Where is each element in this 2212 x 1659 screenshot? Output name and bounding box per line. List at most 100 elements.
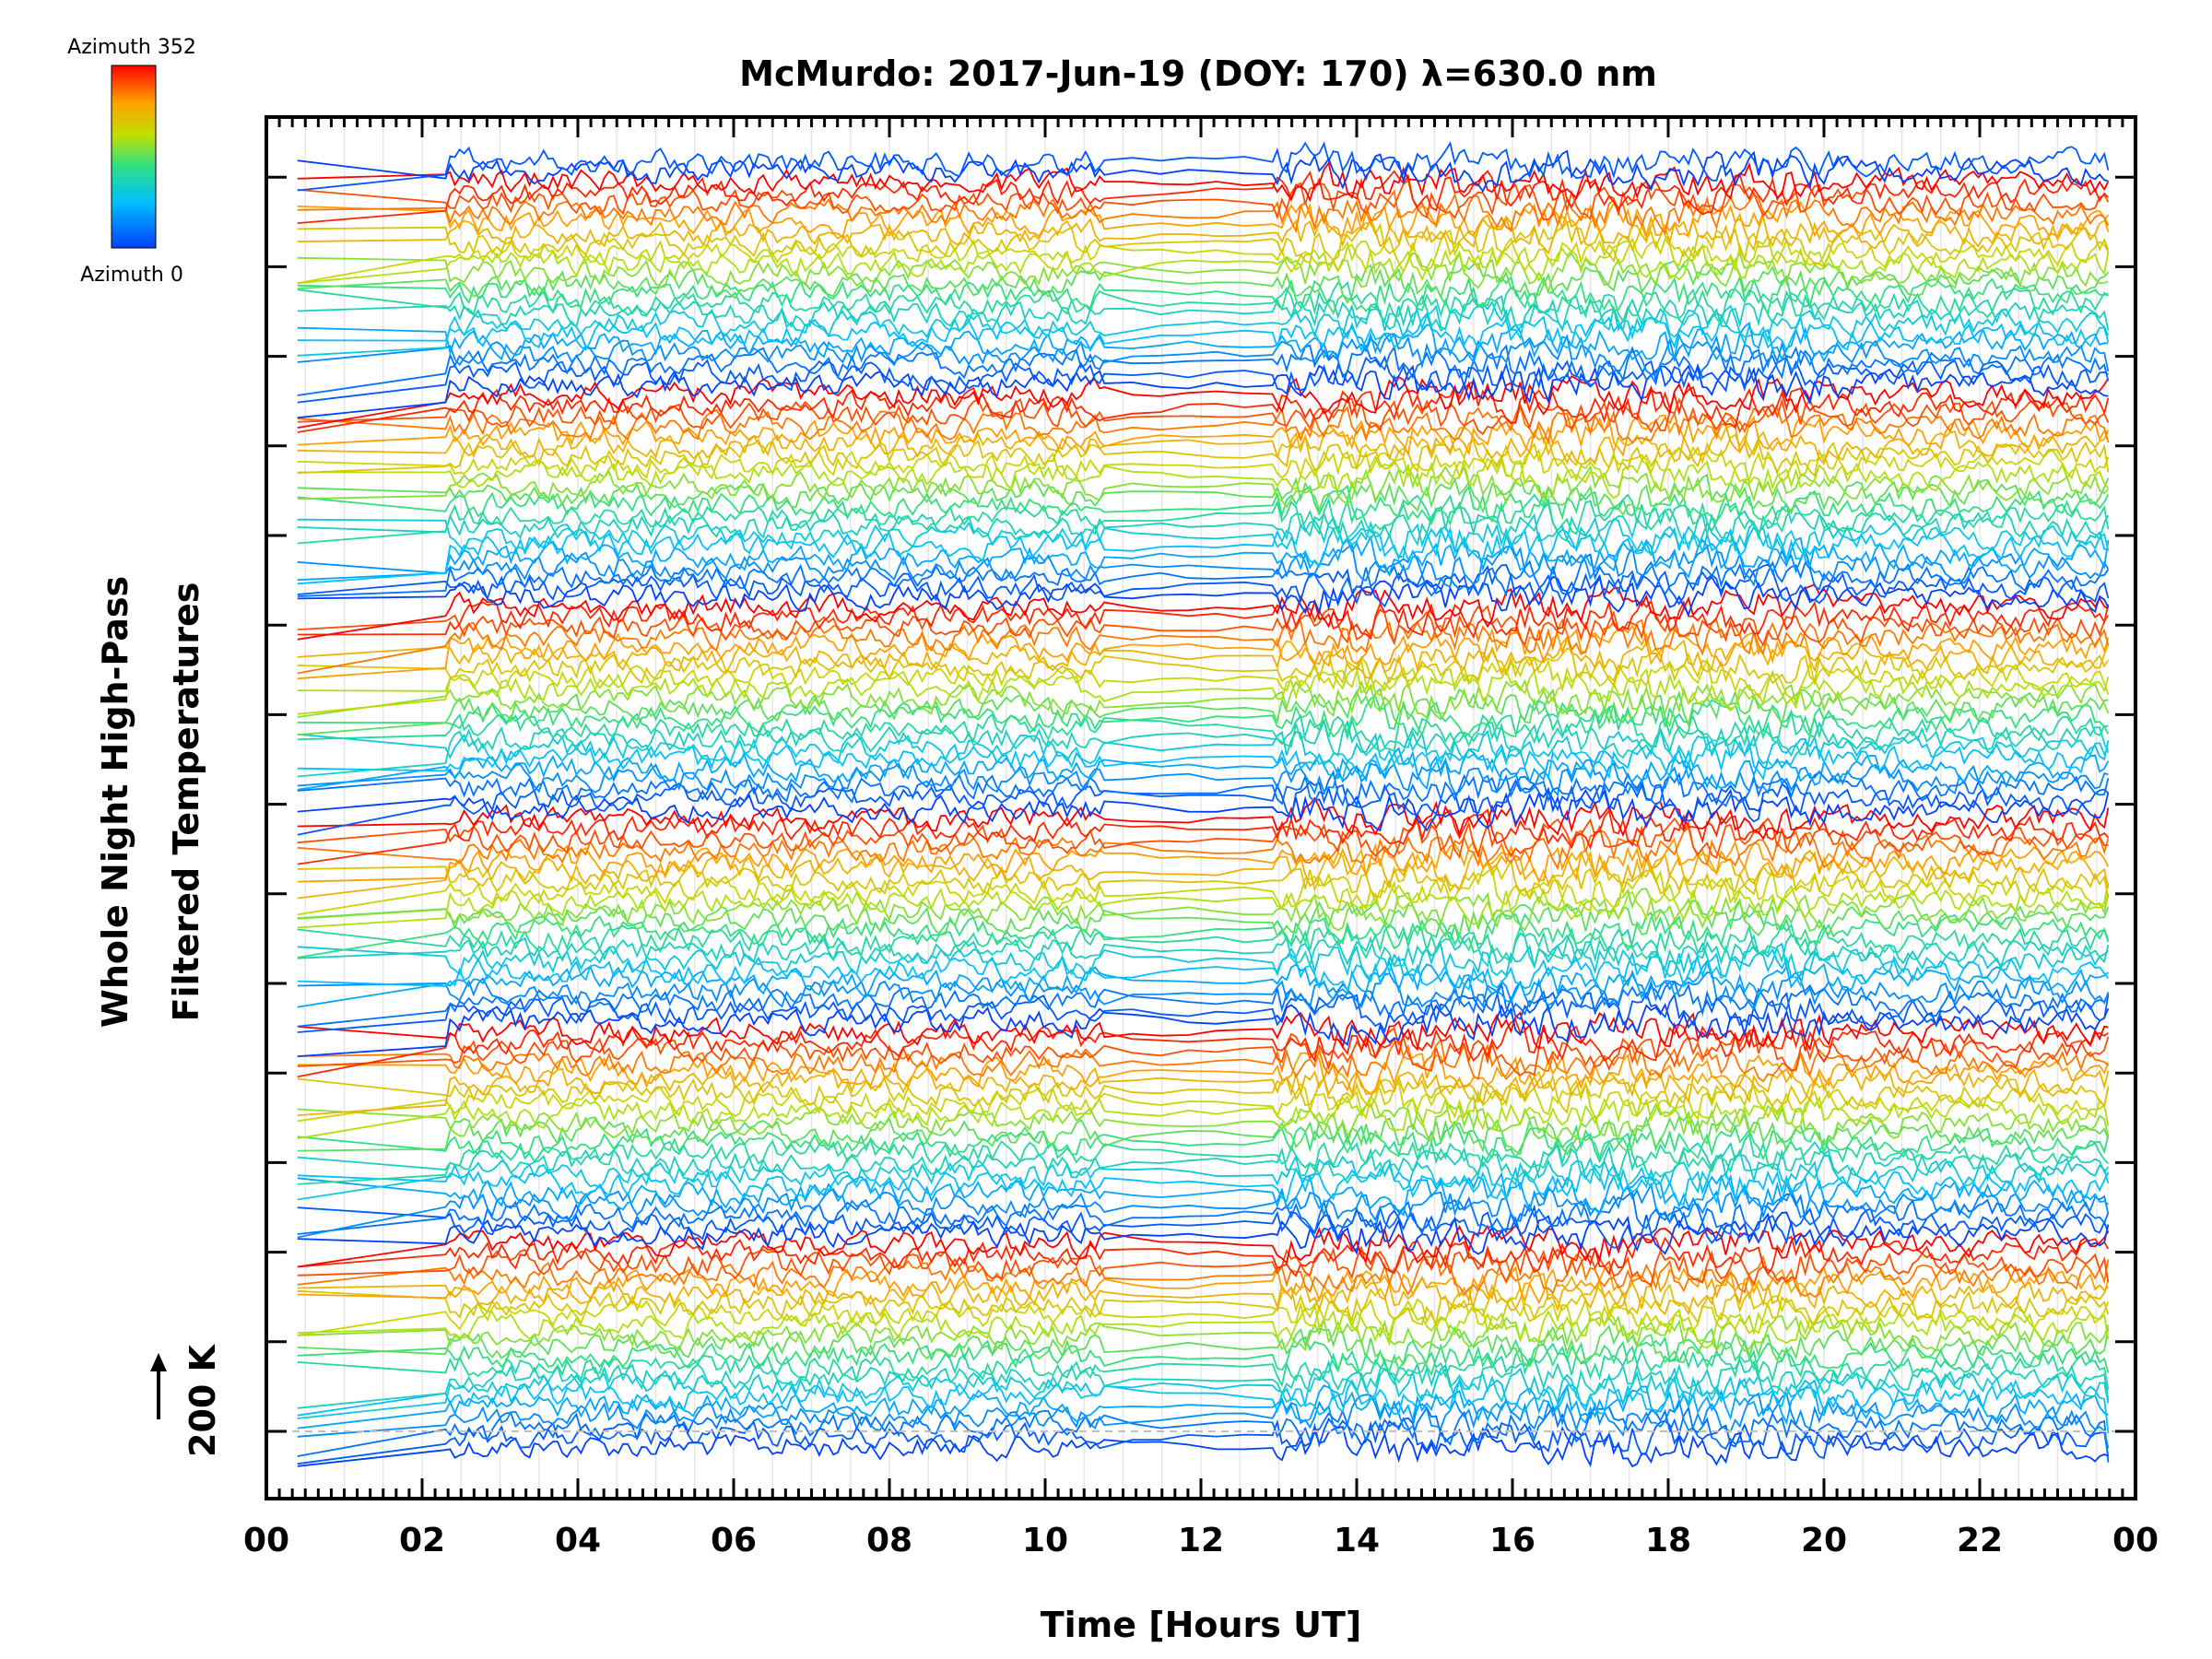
temperature-trace: [297, 1132, 2110, 1185]
temperature-trace: [297, 240, 2110, 285]
scale-bar: 200 K: [150, 1343, 223, 1457]
temperature-trace: [297, 866, 2110, 916]
temperature-trace: [297, 817, 2109, 860]
temperature-trace: [297, 877, 2110, 929]
x-tick-label: 14: [1334, 1522, 1380, 1559]
temperature-trace: [297, 947, 2110, 993]
temperature-trace: [297, 1211, 2110, 1255]
temperature-trace: [297, 786, 2110, 832]
temperature-trace: [297, 141, 2110, 192]
temperature-trace: [297, 463, 2110, 509]
temperature-trace: [297, 1417, 2110, 1465]
temperature-trace: [297, 403, 2110, 445]
x-tick-label: 20: [1801, 1522, 1847, 1559]
x-tick-label: 06: [711, 1522, 757, 1559]
temperature-trace: [297, 1374, 2110, 1434]
temperature-trace: [297, 747, 2110, 791]
temperature-trace: [297, 1426, 2109, 1468]
temperature-trace: [297, 1153, 2110, 1201]
temperature-trace: [297, 858, 2110, 901]
temperature-trace: [297, 695, 2110, 740]
temperature-trace: [297, 1141, 2110, 1184]
temperature-trace: [297, 160, 2110, 203]
temperature-trace: [297, 1051, 2110, 1095]
temperature-trace: [297, 599, 2110, 641]
temperature-trace: [297, 1070, 2110, 1114]
temperature-trace: [297, 1171, 2109, 1218]
temperature-trace: [297, 312, 2110, 353]
temperature-trace: [297, 678, 2110, 720]
temperature-trace: [297, 1283, 2110, 1326]
x-tick-label: 02: [399, 1522, 445, 1559]
temperature-trace: [297, 200, 2110, 240]
scale-bar-arrow-head: [150, 1353, 167, 1371]
temperature-trace: [297, 808, 2110, 865]
temperature-trace: [297, 928, 2110, 971]
colorbar-gradient: [111, 65, 157, 249]
colorbar-bottom-label: Azimuth 0: [80, 264, 183, 287]
temperature-trace: [297, 635, 2110, 680]
temperature-trace: [297, 1223, 2110, 1268]
temperature-trace: [297, 543, 2110, 588]
x-tick-label: 00: [2112, 1522, 2159, 1559]
temperature-trace: [297, 847, 2110, 900]
temperature-trace: [297, 189, 2110, 235]
temperature-trace: [297, 380, 2110, 433]
temperature-trace: [297, 1102, 2110, 1145]
temperature-trace: [297, 344, 2110, 396]
temperature-trace: [297, 1182, 2110, 1239]
temperature-trace: [297, 424, 2110, 468]
axis-ticks: [265, 117, 2137, 1499]
chart-title: McMurdo: 2017-Jun-19 (DOY: 170) λ=630.0 …: [739, 53, 1657, 94]
y-axis-label-line1: Whole Night High-Pass: [95, 576, 135, 1028]
temperature-trace: [297, 899, 2110, 939]
temperature-trace: [297, 618, 2110, 675]
temperature-trace: [297, 910, 2110, 959]
x-tick-label: 08: [866, 1522, 912, 1559]
temperature-trace: [297, 229, 2110, 285]
x-tick-label: 10: [1022, 1522, 1068, 1559]
x-axis-label: Time [Hours UT]: [1041, 1605, 1362, 1645]
temperature-trace: [297, 726, 2110, 769]
temperature-trace: [297, 1204, 2110, 1249]
temperature-trace: [297, 1110, 2110, 1156]
x-tick-label: 18: [1645, 1522, 1691, 1559]
temperature-trace: [297, 454, 2110, 500]
temperature-trace: [297, 535, 2110, 582]
traces: [297, 141, 2110, 1468]
temperature-trace: [297, 971, 2110, 1012]
temperature-trace: [297, 624, 2110, 680]
temperature-trace: [297, 656, 2110, 715]
x-tick-label: 16: [1489, 1522, 1535, 1559]
temperature-trace: [297, 1355, 2110, 1409]
temperature-trace: [297, 1265, 2110, 1306]
colorbar: Azimuth 352 Azimuth 0: [67, 36, 196, 287]
temperature-trace: [297, 473, 2110, 517]
scale-bar-label: 200 K: [182, 1343, 223, 1457]
colorbar-top-label: Azimuth 352: [67, 36, 196, 59]
temperature-trace: [297, 1027, 2110, 1077]
temperature-trace: [297, 1405, 2110, 1463]
temperature-trace: [297, 259, 2110, 304]
temperature-trace: [297, 563, 2110, 608]
temperature-trace: [297, 553, 2110, 602]
temperature-trace: [297, 280, 2109, 327]
x-tick-labels: 00 02 04 06 08 10 12 14 16 18 20 22 00: [243, 1522, 2159, 1559]
temperature-trace: [297, 446, 2110, 484]
temperature-trace: [297, 1253, 2110, 1299]
temperature-trace: [297, 1120, 2110, 1161]
temperature-trace: [297, 170, 2110, 224]
y-axis-label-line2: Filtered Temperatures: [166, 582, 206, 1022]
temperature-trace: [297, 647, 2110, 688]
temperature-trace: [297, 1011, 2109, 1052]
temperature-trace: [297, 990, 2110, 1034]
temperature-trace: [297, 333, 2110, 376]
temperature-trace: [297, 512, 2110, 559]
temperature-trace: [297, 1335, 2110, 1377]
temperature-trace: [297, 770, 2110, 808]
temperature-trace: [297, 703, 2109, 753]
temperature-trace: [297, 737, 2110, 782]
temperature-trace: [297, 1272, 2110, 1316]
temperature-trace: [297, 1244, 2110, 1288]
